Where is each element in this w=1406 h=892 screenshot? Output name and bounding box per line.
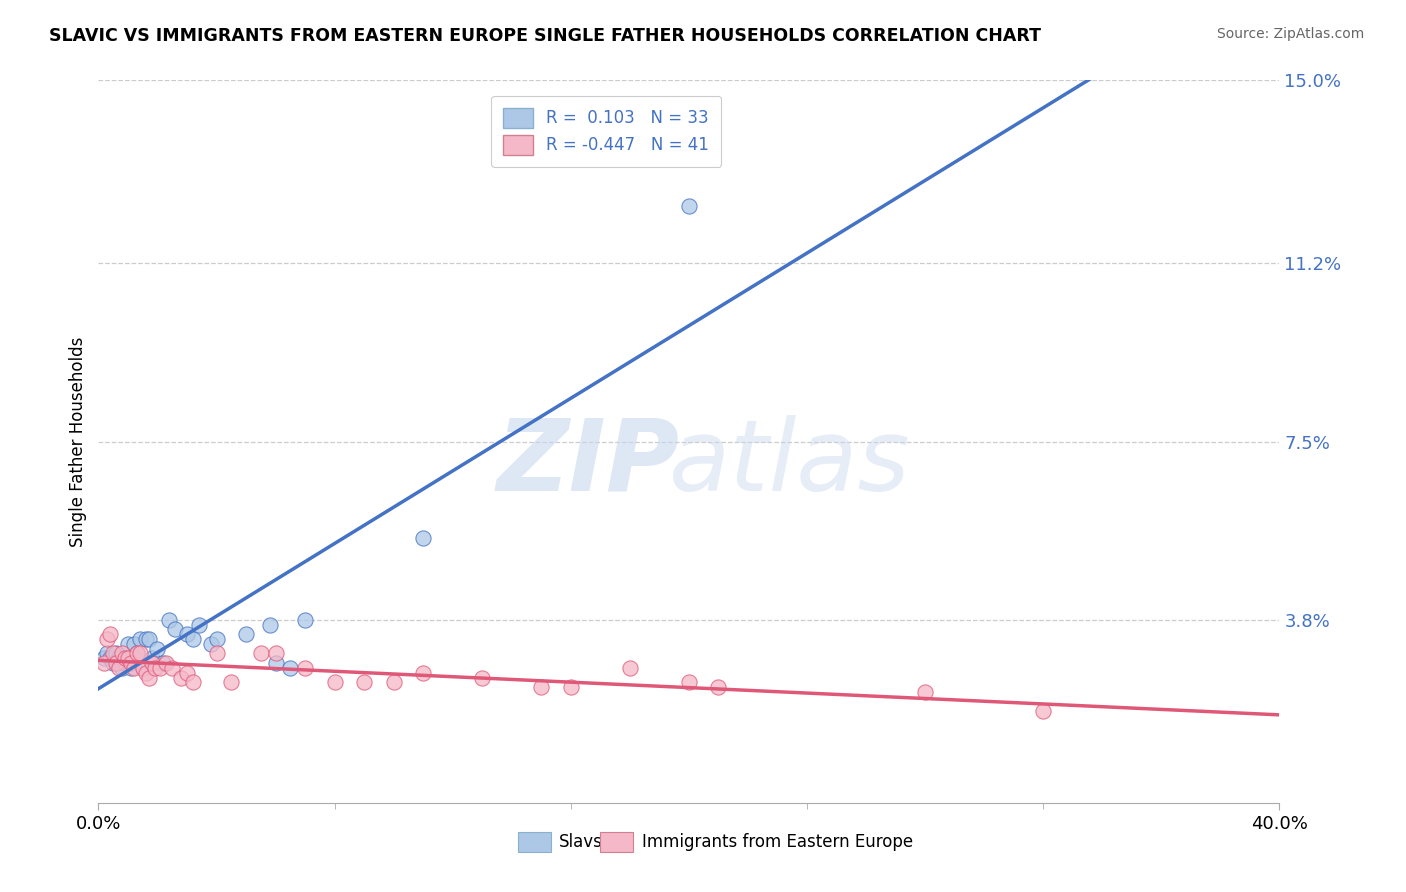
Point xyxy=(471,671,494,685)
Point xyxy=(155,656,177,670)
Point xyxy=(105,647,128,661)
Point xyxy=(138,632,160,646)
Point xyxy=(152,656,174,670)
Y-axis label: Single Father Households: Single Father Households xyxy=(69,336,87,547)
Point xyxy=(93,656,115,670)
Point xyxy=(619,661,641,675)
Legend: R =  0.103   N = 33, R = -0.447   N = 41: R = 0.103 N = 33, R = -0.447 N = 41 xyxy=(492,95,721,167)
Point xyxy=(111,661,134,675)
Point xyxy=(678,198,700,212)
Point xyxy=(165,623,187,637)
Point xyxy=(141,651,163,665)
Point xyxy=(135,632,157,646)
Bar xyxy=(517,831,551,852)
Point xyxy=(170,671,193,685)
Point xyxy=(125,647,148,661)
Point xyxy=(108,661,131,675)
Point xyxy=(111,647,134,661)
Point xyxy=(135,665,157,680)
Point xyxy=(294,661,316,675)
Point xyxy=(98,627,121,641)
Point xyxy=(678,675,700,690)
Point xyxy=(103,656,125,670)
Point xyxy=(98,651,121,665)
Point xyxy=(125,647,148,661)
Point xyxy=(122,661,145,675)
Point xyxy=(221,675,243,690)
Point xyxy=(128,647,150,661)
Point xyxy=(205,647,228,661)
Point xyxy=(132,661,155,675)
Point xyxy=(294,613,316,627)
Bar xyxy=(600,831,634,852)
Point xyxy=(120,661,142,675)
Point xyxy=(117,637,139,651)
Point xyxy=(205,632,228,646)
Point xyxy=(132,661,155,675)
Point xyxy=(120,656,142,670)
Point xyxy=(1032,704,1054,718)
Point xyxy=(176,627,198,641)
Point xyxy=(141,656,163,670)
Point xyxy=(382,675,405,690)
Text: SLAVIC VS IMMIGRANTS FROM EASTERN EUROPE SINGLE FATHER HOUSEHOLDS CORRELATION CH: SLAVIC VS IMMIGRANTS FROM EASTERN EUROPE… xyxy=(49,27,1042,45)
Point xyxy=(117,651,139,665)
Point xyxy=(176,665,198,680)
Point xyxy=(103,647,125,661)
Point xyxy=(143,661,166,675)
Point xyxy=(128,632,150,646)
Point xyxy=(560,680,582,694)
Point xyxy=(162,661,183,675)
Point xyxy=(264,656,287,670)
Point xyxy=(181,632,204,646)
Point xyxy=(235,627,257,641)
Point xyxy=(146,641,169,656)
Point xyxy=(157,613,180,627)
Text: Slavs: Slavs xyxy=(560,833,603,851)
Point xyxy=(114,656,136,670)
Point xyxy=(264,647,287,661)
Point xyxy=(138,671,160,685)
Point xyxy=(412,665,434,680)
Point xyxy=(187,617,209,632)
Point xyxy=(259,617,281,632)
Text: ZIP: ZIP xyxy=(498,415,681,512)
Point xyxy=(323,675,346,690)
Point xyxy=(93,651,115,665)
Text: Source: ZipAtlas.com: Source: ZipAtlas.com xyxy=(1216,27,1364,41)
Point xyxy=(96,647,118,661)
Text: Immigrants from Eastern Europe: Immigrants from Eastern Europe xyxy=(641,833,912,851)
Point xyxy=(122,637,145,651)
Point xyxy=(250,647,273,661)
Point xyxy=(181,675,204,690)
Point xyxy=(96,632,118,646)
Point xyxy=(280,661,302,675)
Point xyxy=(530,680,553,694)
Text: atlas: atlas xyxy=(668,415,910,512)
Point xyxy=(200,637,222,651)
Point xyxy=(353,675,375,690)
Point xyxy=(108,651,131,665)
Point xyxy=(412,531,434,545)
Point xyxy=(914,685,936,699)
Point xyxy=(149,661,172,675)
Point xyxy=(114,651,136,665)
Point xyxy=(105,656,128,670)
Point xyxy=(707,680,730,694)
